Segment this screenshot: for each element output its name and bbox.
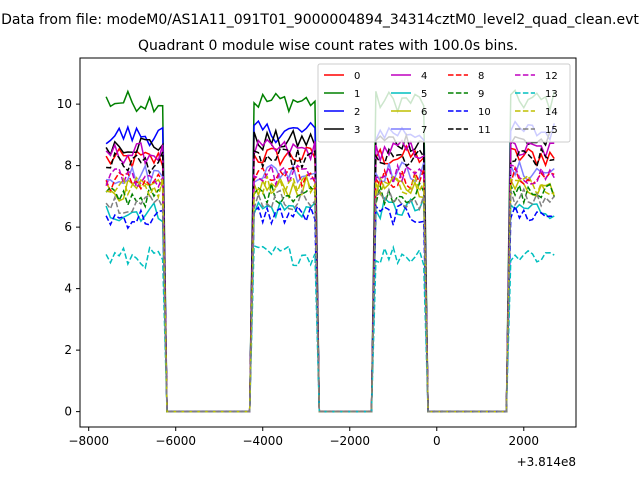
legend-label-3: 3: [354, 125, 360, 136]
y-tick-label: 8: [64, 159, 72, 173]
series-line-15: [105, 187, 555, 413]
legend-label-15: 15: [545, 125, 558, 136]
x-tick-label: −6000: [155, 434, 196, 448]
y-tick-label: 4: [64, 282, 72, 296]
chart-title: Quadrant 0 module wise count rates with …: [138, 38, 518, 54]
x-tick-label: 0: [433, 434, 441, 448]
legend-label-11: 11: [478, 125, 491, 136]
legend-label-9: 9: [478, 89, 484, 100]
legend-label-13: 13: [545, 89, 558, 100]
series-layer: [105, 89, 555, 413]
figure-suptitle: Data from file: modeM0/AS1A11_091T01_900…: [1, 12, 639, 28]
legend-frame: [317, 63, 571, 143]
y-tick-label: 6: [64, 220, 72, 234]
y-axis: 0 2 4 6 8 10: [57, 97, 80, 419]
legend-label-4: 4: [421, 71, 427, 82]
legend-label-5: 5: [421, 89, 427, 100]
x-tick-label: −4000: [242, 434, 283, 448]
y-tick-label: 10: [57, 97, 72, 111]
legend-label-12: 12: [545, 71, 558, 82]
y-tick-label: 0: [64, 405, 72, 419]
legend-label-1: 1: [354, 89, 360, 100]
legend-label-7: 7: [421, 125, 427, 136]
legend-label-6: 6: [421, 107, 427, 118]
legend-label-2: 2: [354, 107, 360, 118]
legend-label-8: 8: [478, 71, 484, 82]
legend-label-0: 0: [354, 71, 360, 82]
x-tick-label: 2000: [509, 434, 540, 448]
x-tick-label: −8000: [68, 434, 109, 448]
legend-label-10: 10: [478, 107, 491, 118]
legend-label-14: 14: [545, 107, 558, 118]
x-axis: −8000 −6000 −4000 −2000 0 2000: [68, 427, 539, 448]
y-tick-label: 2: [64, 343, 72, 357]
x-tick-label: −2000: [329, 434, 370, 448]
x-offset-label: +3.814e8: [517, 455, 576, 469]
axes-frame: [79, 57, 577, 428]
